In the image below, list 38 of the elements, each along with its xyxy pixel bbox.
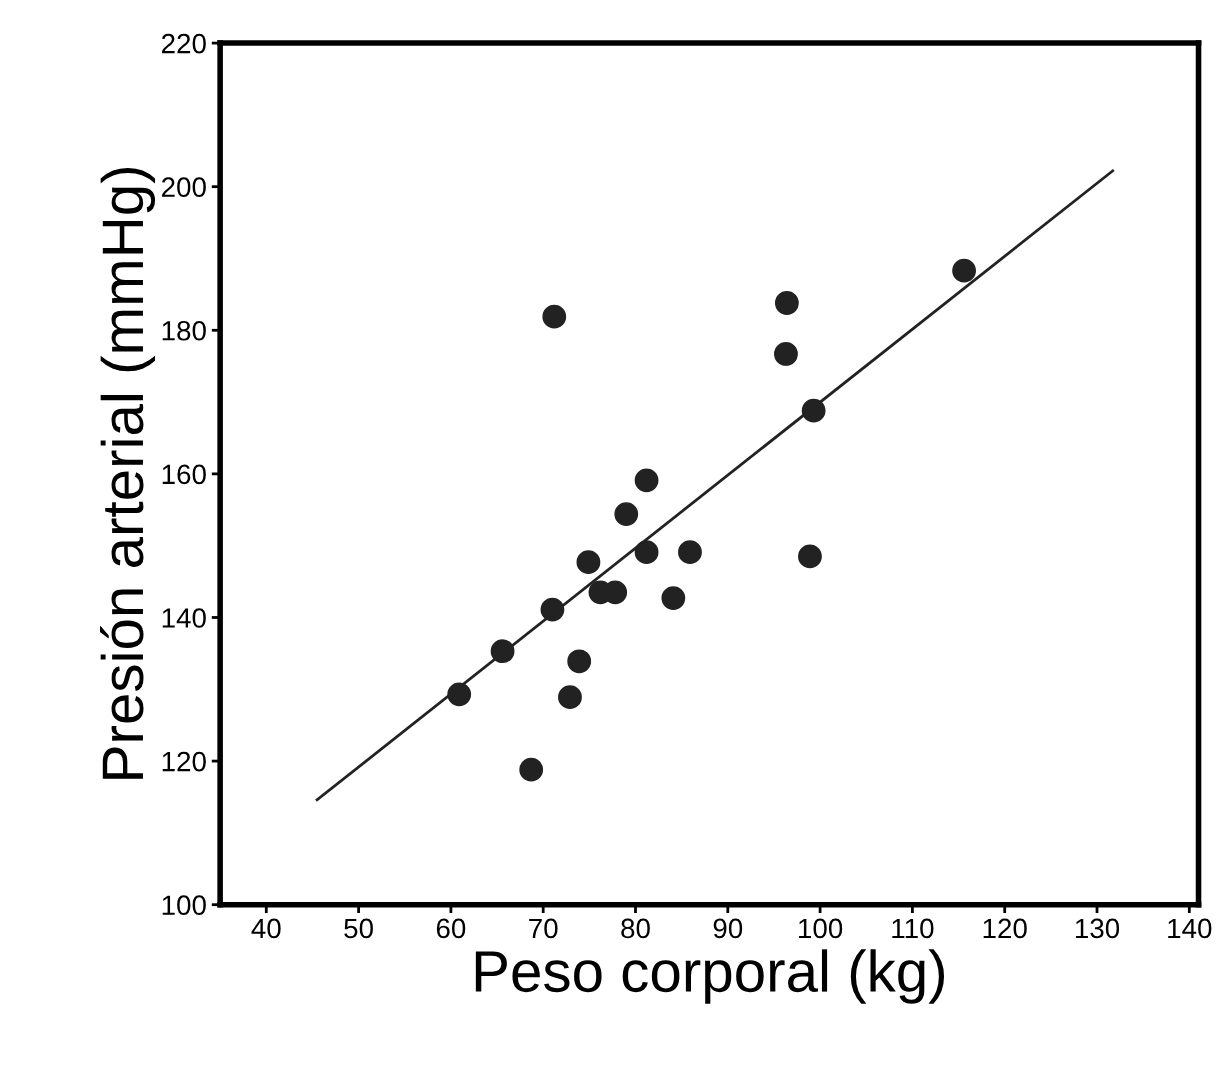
x-tick-label: 40 <box>251 918 281 939</box>
x-tick-label: 120 <box>983 918 1027 939</box>
point <box>558 685 582 710</box>
point <box>798 544 822 569</box>
point <box>540 597 565 622</box>
x-tick-label: 90 <box>713 918 743 939</box>
point <box>576 550 601 575</box>
x-tick-label: 80 <box>621 918 650 939</box>
point <box>661 586 686 610</box>
y-tick-label: 160 <box>162 464 206 485</box>
x-tick-label: 70 <box>529 918 558 939</box>
point <box>634 468 659 493</box>
point <box>614 502 639 526</box>
x-tick-label: 130 <box>1075 918 1120 939</box>
point <box>774 342 798 366</box>
point <box>634 540 659 565</box>
point <box>952 258 976 283</box>
y-axis-title: Presión arterial (mmHg) <box>99 167 156 779</box>
point <box>774 291 799 315</box>
point <box>447 682 472 707</box>
y-tick-label: 120 <box>162 751 206 772</box>
y-tick-label: 140 <box>162 608 206 628</box>
point <box>678 540 702 565</box>
x-tick-label: 60 <box>436 918 466 939</box>
x-tick-label: 50 <box>344 918 373 939</box>
point <box>542 304 567 329</box>
x-tick-label: 140 <box>1168 918 1212 939</box>
y-tick-label: 220 <box>162 33 206 54</box>
x-tick-label: 100 <box>799 918 843 939</box>
point <box>519 757 544 782</box>
x-tick-label: 110 <box>892 918 934 939</box>
y-tick-label: 200 <box>162 177 206 198</box>
y-tick-label: 100 <box>162 895 206 916</box>
x-axis-title: Peso corporal (kg) <box>475 949 945 1004</box>
y-tick-label: 180 <box>162 320 206 341</box>
point <box>801 398 826 423</box>
point <box>567 649 592 674</box>
point <box>490 639 515 664</box>
